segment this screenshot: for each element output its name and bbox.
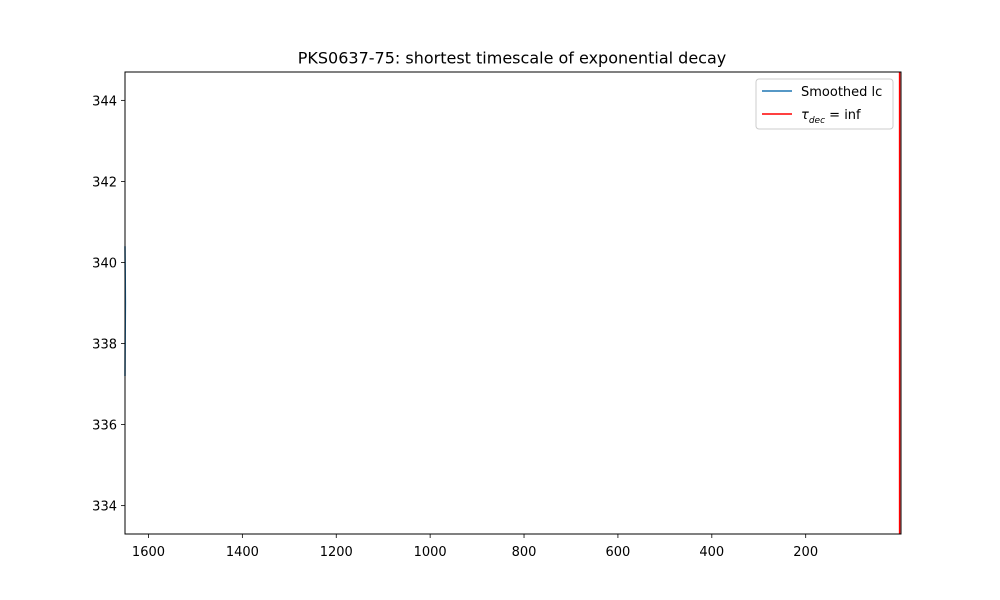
y-tick-label: 336 bbox=[92, 419, 117, 434]
legend: Smoothed lc τdec = inf bbox=[755, 78, 894, 130]
legend-tau-subscript: dec bbox=[809, 116, 825, 126]
x-tick-label: 800 bbox=[512, 545, 537, 560]
y-tick-label: 334 bbox=[92, 500, 117, 515]
x-tick-label: 600 bbox=[606, 545, 631, 560]
x-tick-label: 400 bbox=[699, 545, 724, 560]
y-tick-label: 340 bbox=[92, 256, 117, 271]
axes-frame bbox=[124, 71, 902, 535]
legend-label-tau-dec: τdec = inf bbox=[801, 108, 861, 126]
x-tick-label: 200 bbox=[793, 545, 818, 560]
x-tick-label: 1400 bbox=[226, 545, 259, 560]
y-tick-label: 342 bbox=[92, 175, 117, 190]
legend-tau-suffix: = inf bbox=[825, 108, 861, 123]
y-tick-label: 344 bbox=[92, 94, 117, 109]
x-tick-label: 1200 bbox=[320, 545, 353, 560]
legend-tau-symbol: τ bbox=[801, 108, 809, 123]
y-tick-label: 338 bbox=[92, 338, 117, 353]
chart-title: PKS0637-75: shortest timescale of expone… bbox=[298, 49, 726, 68]
axis-ticks: 1600 1400 1200 1000 800 600 400 200 334 336 338 340… bbox=[92, 94, 818, 560]
x-tick-label: 1000 bbox=[414, 545, 447, 560]
legend-label-smoothed-lc: Smoothed lc bbox=[801, 85, 882, 100]
x-tick-label: 1600 bbox=[132, 545, 165, 560]
plot-area bbox=[124, 72, 901, 534]
